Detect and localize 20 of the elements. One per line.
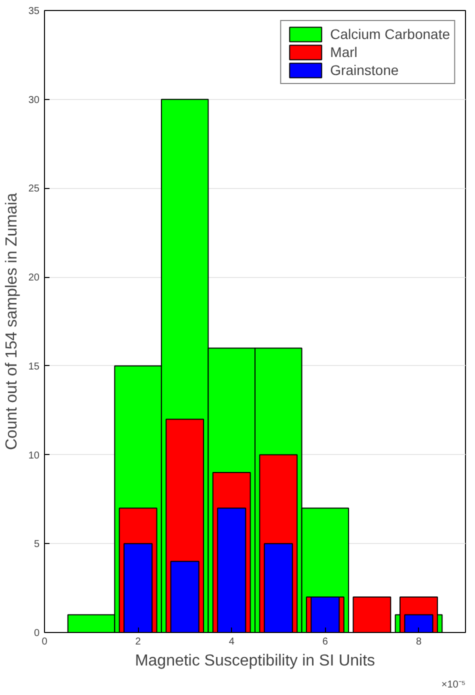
y-tick-label: 35 — [28, 6, 40, 17]
legend-label: Grainstone — [330, 61, 399, 79]
text: ×10⁻⁵ — [441, 680, 466, 690]
x-tick-label: 8 — [416, 636, 422, 648]
x-tick-label: 4 — [228, 636, 235, 648]
y-tick-label: 25 — [28, 184, 40, 195]
legend-label: Calcium Carbonate — [330, 25, 450, 43]
x-tick-label: 6 — [322, 636, 328, 648]
legend-label: Marl — [330, 43, 358, 61]
y-tick-label: 20 — [28, 272, 40, 284]
y-tick-label: 15 — [28, 361, 40, 372]
y-tick-label: 10 — [28, 450, 40, 462]
x-tick-label: 0 — [42, 636, 48, 648]
y-tick-label: 5 — [34, 539, 40, 550]
x-tick-label: 2 — [135, 636, 142, 648]
bar — [352, 596, 392, 632]
x-axis-title: Magnetic Susceptibility in SI Units — [134, 652, 376, 670]
y-tick-label: 0 — [34, 628, 40, 639]
y-axis-title: Count out of 154 samples in Zumaia — [3, 192, 20, 450]
y-tick-label: 30 — [28, 94, 40, 106]
